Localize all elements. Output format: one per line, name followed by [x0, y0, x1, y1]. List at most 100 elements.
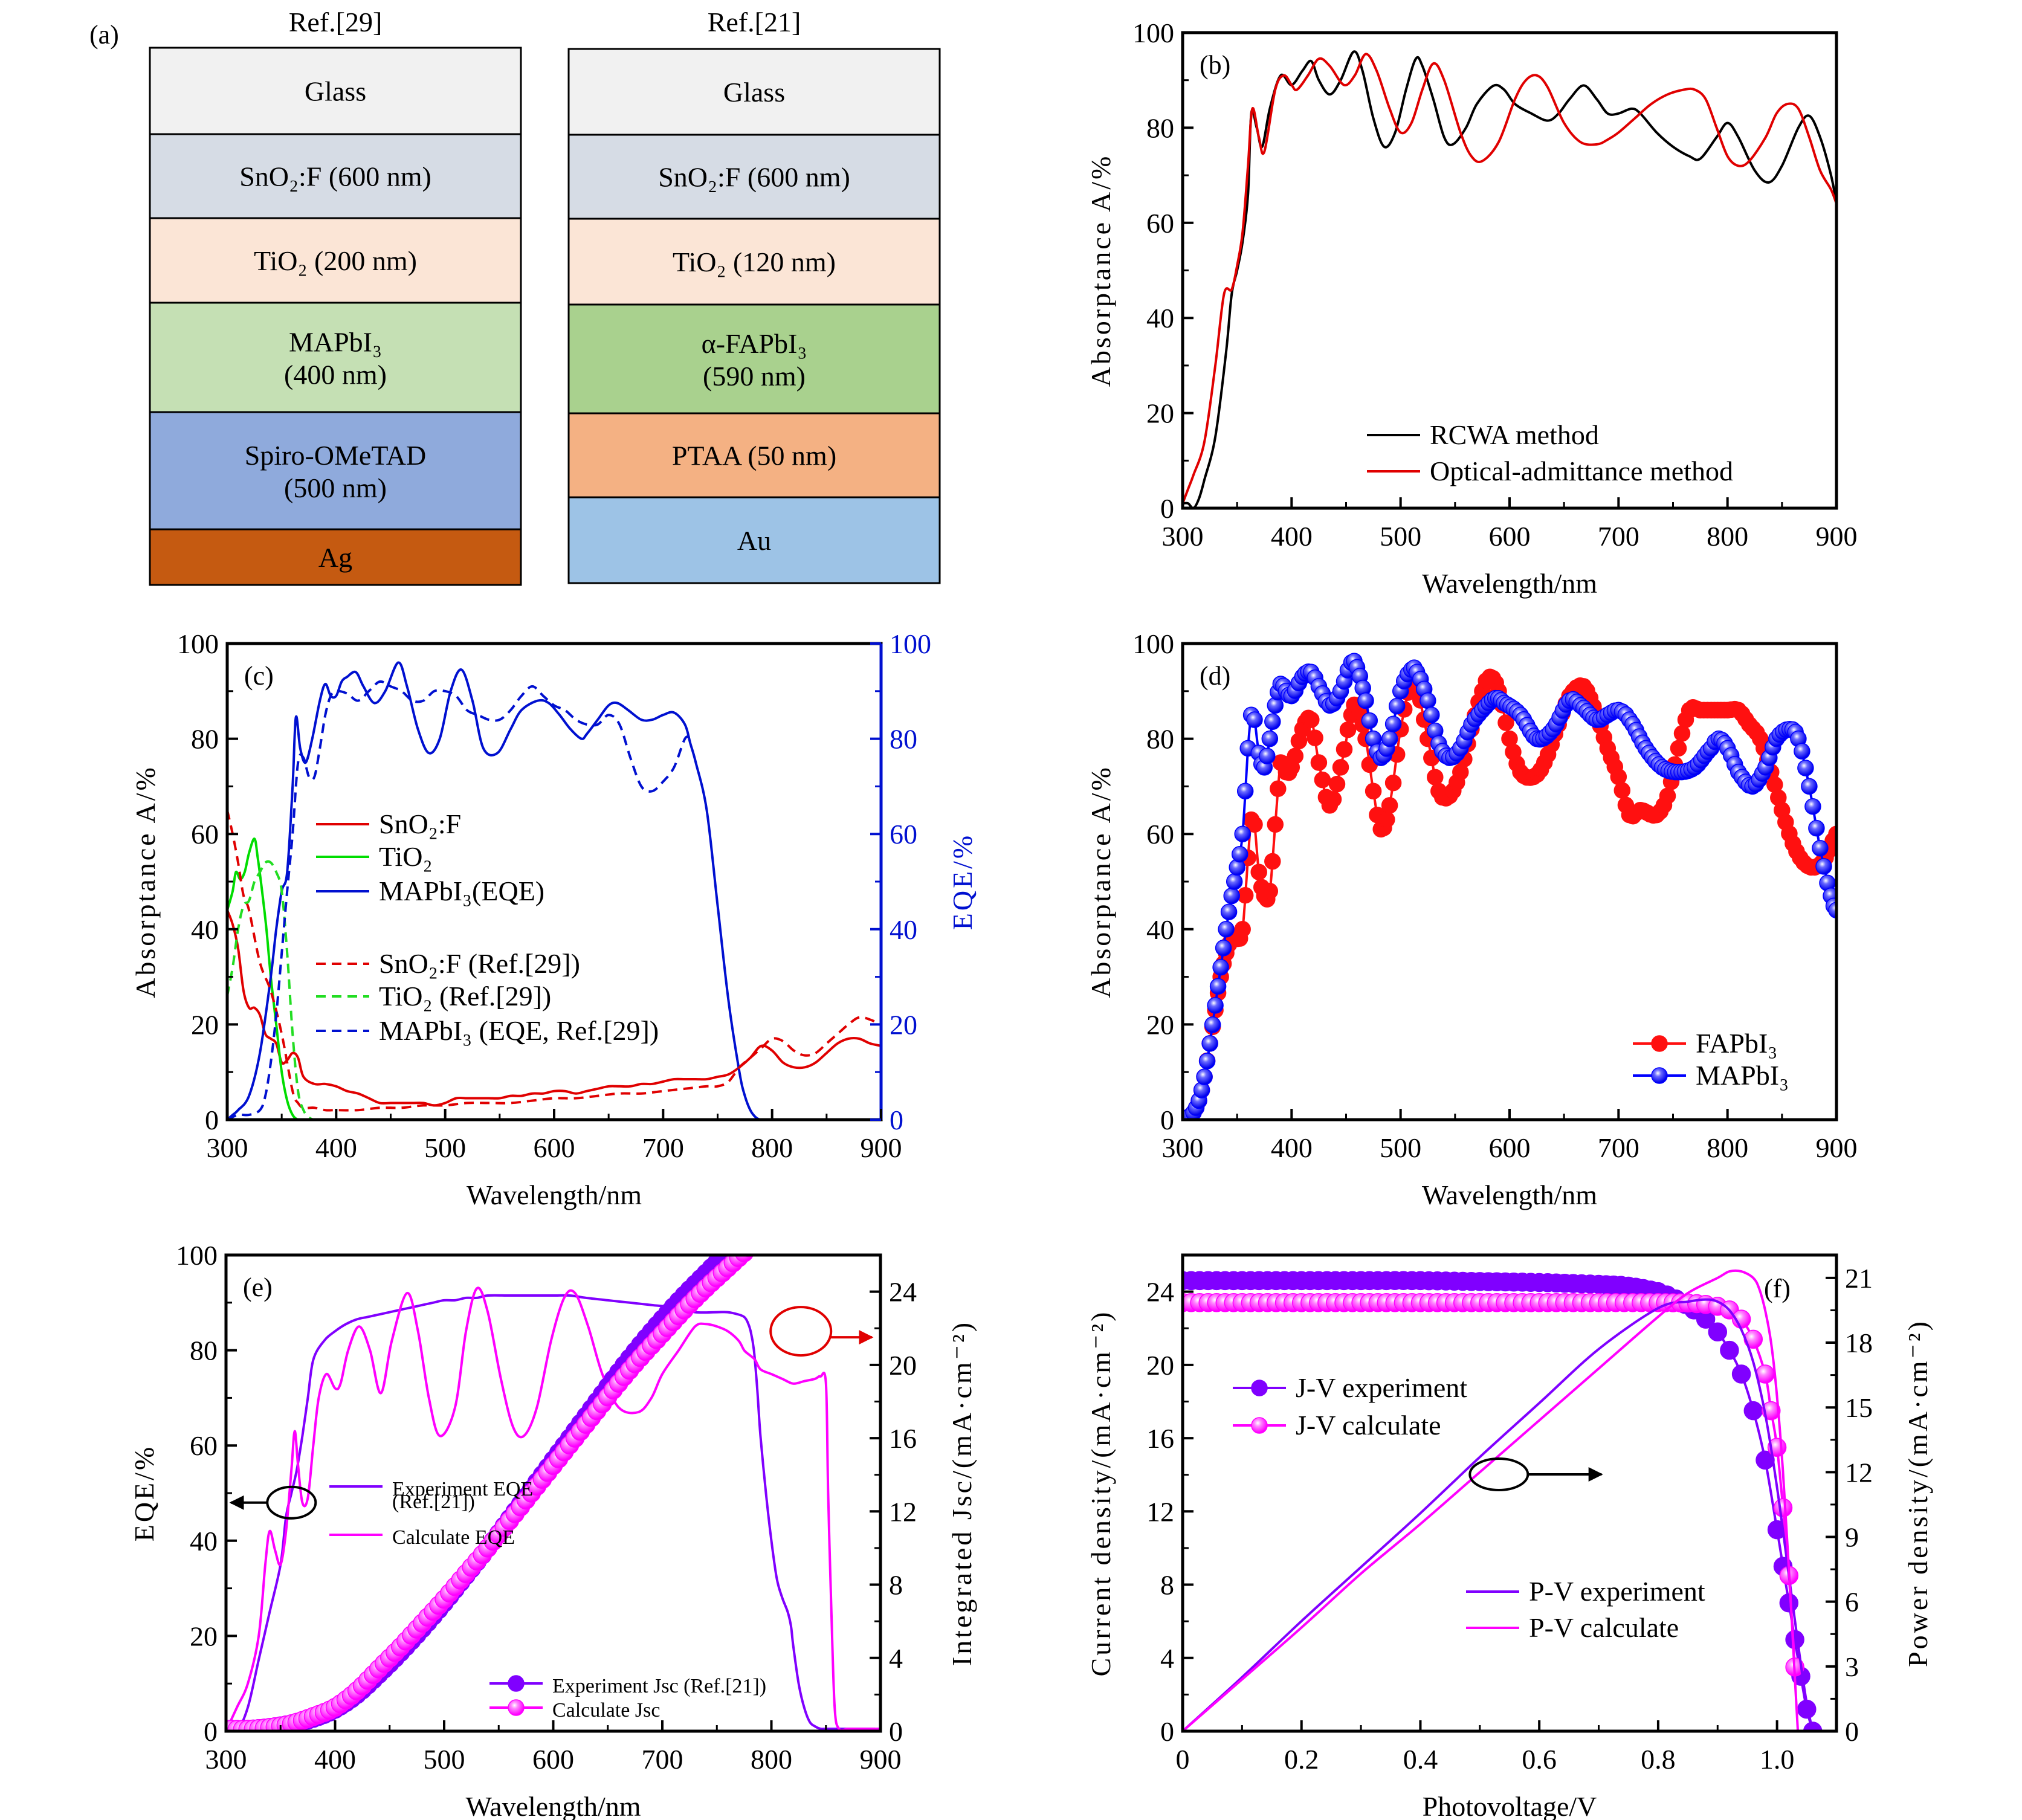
- layer: Ag: [149, 528, 522, 586]
- series-p-v-experiment: [1183, 1298, 1814, 1732]
- data-point: [1794, 743, 1810, 760]
- series-j-v-calculate: [1183, 1293, 1804, 1677]
- y-right-tick-label: 16: [889, 1423, 917, 1454]
- y-tick-label: 8: [1160, 1570, 1174, 1601]
- layer-name: Glass: [305, 76, 366, 107]
- panel-b: 300 400 500 600 700 800 900 0 20 40 60 80 100 Wavelen…: [1085, 18, 1858, 599]
- legend-item: TiO₂: [316, 841, 433, 872]
- data-point: [1250, 863, 1267, 880]
- data-point: [1198, 1053, 1216, 1070]
- data-point: [1310, 754, 1328, 771]
- layer-box: [149, 528, 522, 586]
- layer-name: TiO₂ (200 nm): [254, 245, 417, 276]
- series-line: [1183, 50, 1836, 509]
- legend-label: Calculate EQE: [392, 1526, 515, 1549]
- x-axis-title: Wavelength/nm: [467, 1179, 642, 1210]
- layer: Spiro-OMeTAD(500 nm): [149, 411, 522, 531]
- data-point: [1339, 721, 1357, 738]
- data-point: [1812, 840, 1829, 857]
- y-tick-label: 20: [1146, 398, 1174, 429]
- series-calculate-jsc: [226, 1158, 851, 1732]
- data-point: [1801, 778, 1818, 795]
- plot-frame: [224, 1253, 882, 1733]
- legend-item: Optical-admittance method: [1367, 456, 1733, 486]
- y-tick-label: 12: [1146, 1496, 1174, 1527]
- data-point: [812, 1144, 830, 1163]
- y-right-tick-label: 15: [1845, 1392, 1873, 1423]
- y-tick-label: 0: [1160, 493, 1174, 524]
- x-tick-label: 900: [1816, 521, 1858, 552]
- data-point: [1828, 902, 1836, 919]
- data-point: [746, 1217, 764, 1235]
- layer-box: [567, 496, 941, 584]
- y-right-tick-label: 20: [889, 1350, 917, 1381]
- legend-marker: [1651, 1035, 1668, 1052]
- x-tick-label: 400: [315, 1132, 357, 1163]
- x-axis-title: Photovoltage/V: [1423, 1791, 1597, 1820]
- panel-label-f: (f): [1764, 1274, 1791, 1303]
- data-point: [1314, 771, 1331, 789]
- legend-label: Experiment Jsc (Ref.[21]): [552, 1675, 766, 1697]
- plot-frame: [1181, 1253, 1838, 1733]
- data-point: [1196, 1068, 1213, 1085]
- legend-item: P-V calculate: [1466, 1612, 1679, 1643]
- data-point: [817, 1170, 835, 1188]
- series-line: [1183, 53, 1836, 504]
- layer-box: [567, 48, 941, 136]
- series-mapbi-eqe-ref-29-: [227, 680, 691, 1121]
- data-point: [1207, 997, 1224, 1014]
- data-point: [1797, 760, 1814, 776]
- data-point: [1201, 1035, 1218, 1052]
- y-tick-label: 20: [1146, 1350, 1174, 1381]
- series-line: [1183, 1279, 1814, 1732]
- data-point: [763, 1219, 781, 1237]
- legend-marker: [1251, 1380, 1268, 1396]
- series-line: [227, 909, 881, 1107]
- y-right-tick-label: 3: [1845, 1651, 1859, 1682]
- layer-name: Au: [737, 525, 771, 556]
- plot-area: [1183, 653, 1836, 1121]
- y-tick-label: 16: [1146, 1423, 1174, 1454]
- x-tick-label: 0.6: [1522, 1744, 1557, 1775]
- data-point: [795, 1188, 813, 1206]
- legend-item: J-V calculate: [1233, 1410, 1441, 1441]
- data-point: [790, 1193, 808, 1212]
- data-point: [1365, 783, 1382, 800]
- data-point: [784, 1176, 803, 1195]
- data-point: [729, 1232, 748, 1250]
- x-tick-label: 600: [532, 1744, 574, 1775]
- y-right-tick-label: 60: [890, 819, 917, 850]
- legend-item: MAPbI₃: [1633, 1060, 1789, 1091]
- legend-item: MAPbI₃ (EQE, Ref.[29]): [316, 1015, 659, 1046]
- data-point: [822, 1166, 841, 1184]
- x-axis-title: Wavelength/nm: [465, 1791, 641, 1820]
- layer-box: [149, 217, 522, 304]
- panel-d: 300 400 500 600 700 800 900 0 20 40 60 80 100 Wavelen…: [1085, 628, 1858, 1210]
- y-right-tick-label: 40: [890, 914, 917, 945]
- x-tick-label: 500: [1380, 1132, 1421, 1163]
- x-tick-label: 900: [1816, 1132, 1858, 1163]
- y-tick-label: 0: [1160, 1716, 1174, 1747]
- data-point: [833, 1158, 851, 1176]
- legend-label: P-V calculate: [1529, 1612, 1679, 1643]
- y-axis-title: Current density/(mA·cm⁻²): [1085, 1310, 1116, 1677]
- data-point: [812, 1174, 830, 1192]
- layer: TiO₂ (200 nm): [149, 217, 522, 304]
- y-right-tick-label: 12: [889, 1496, 917, 1527]
- legend-label: Calculate Jsc: [552, 1699, 660, 1722]
- data-point: [1270, 780, 1287, 798]
- data-point: [779, 1204, 797, 1222]
- layer-thickness: (500 nm): [284, 473, 387, 503]
- x-tick-label: 400: [1271, 1132, 1313, 1163]
- x-tick-label: 500: [1380, 521, 1421, 552]
- y-right-tick-label: 24: [889, 1277, 917, 1308]
- data-point: [1427, 769, 1444, 786]
- x-tick-label: 800: [751, 1744, 792, 1775]
- series-mapbi-: [1183, 653, 1836, 1121]
- stack-title: Ref.[21]: [708, 7, 801, 37]
- data-point: [1384, 774, 1402, 792]
- legend-item: TiO₂ (Ref.[29]): [316, 981, 551, 1012]
- legend-label: J-V experiment: [1296, 1372, 1467, 1403]
- y-tick-label: 80: [190, 1335, 218, 1366]
- data-point: [801, 1157, 819, 1175]
